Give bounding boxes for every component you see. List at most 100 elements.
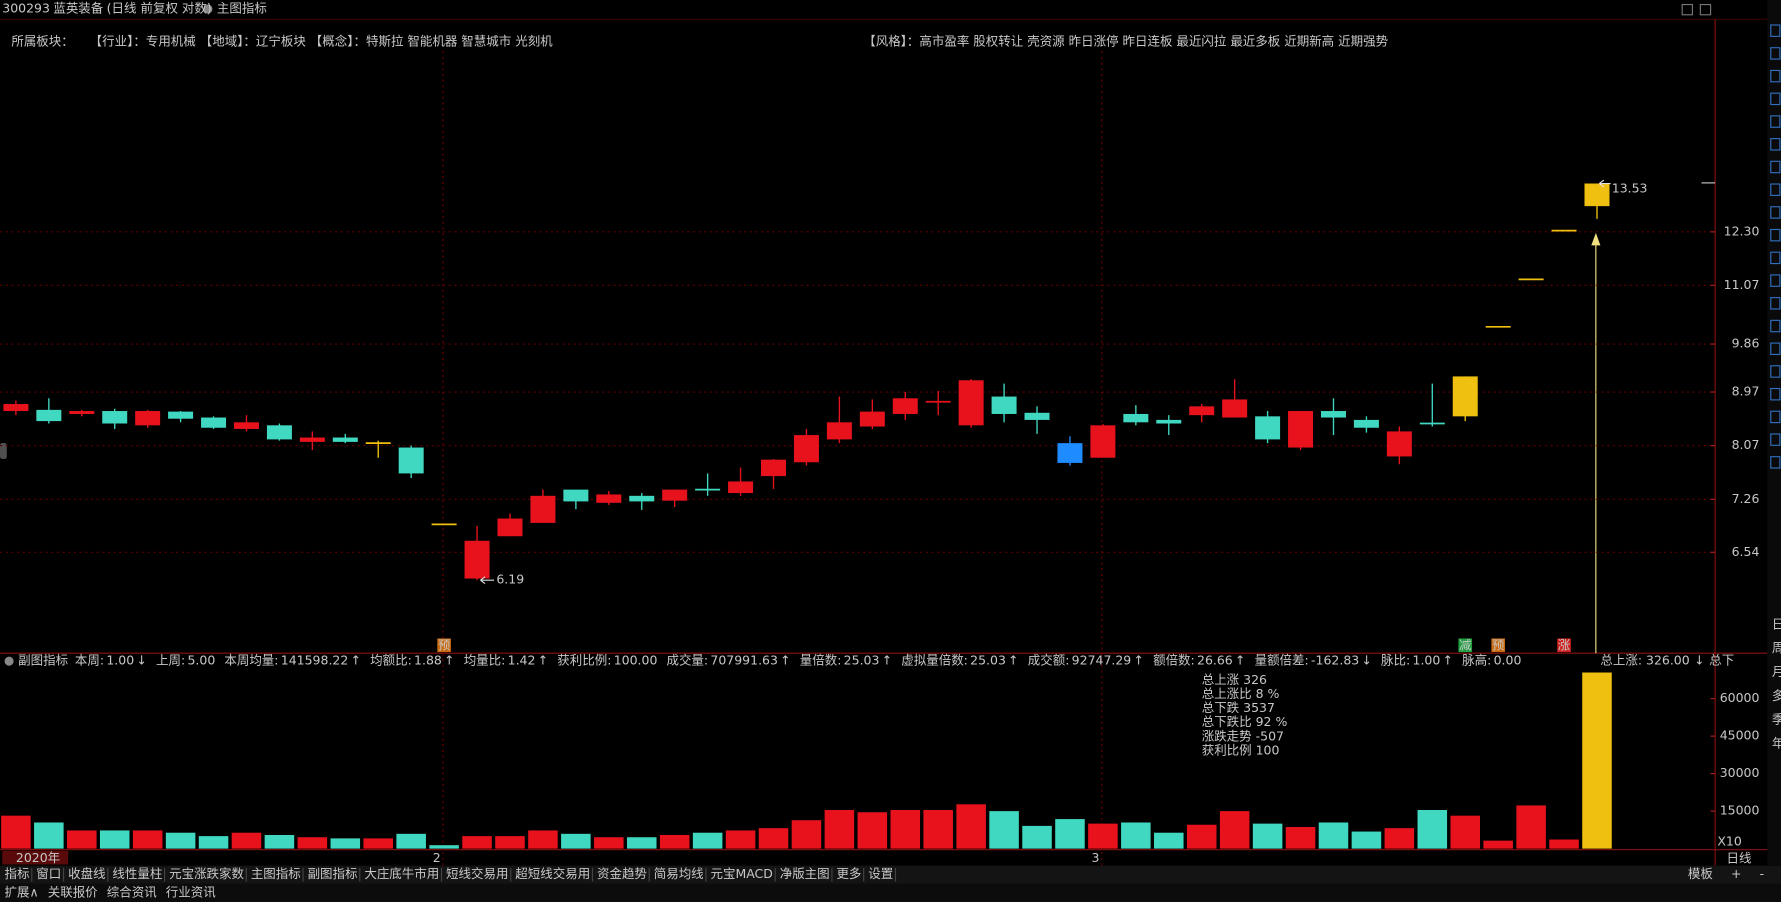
side-icon[interactable] — [1770, 274, 1781, 287]
volume-bar — [1582, 672, 1612, 849]
metric-arrow: ↑ — [1235, 653, 1245, 668]
toolbar-tab[interactable]: 净版主图 — [780, 866, 830, 881]
toolbar-right-button[interactable]: 模板 — [1688, 866, 1713, 881]
signal-badge — [1557, 638, 1571, 653]
volume-bar — [1219, 811, 1250, 849]
candle-body — [1090, 425, 1116, 458]
toolbar-tab[interactable]: 线性量柱 — [112, 866, 162, 881]
toolbar-tab[interactable]: 元宝MACD — [710, 866, 772, 881]
window-button[interactable] — [1699, 3, 1712, 16]
volume-bar — [1450, 815, 1481, 849]
candle-body — [69, 411, 95, 414]
side-icon[interactable] — [1770, 47, 1781, 60]
metric-label: 额倍数: — [1153, 653, 1195, 668]
side-icon[interactable] — [1770, 342, 1781, 356]
subbar-tab[interactable]: 行业资讯 — [166, 884, 216, 899]
side-icon[interactable] — [1770, 319, 1781, 333]
side-period[interactable]: 周 — [1772, 640, 1781, 655]
side-icon[interactable] — [1770, 251, 1781, 265]
volume-bar — [165, 832, 196, 849]
candle-body — [1255, 416, 1281, 440]
toolbar-tab[interactable]: 指标 — [5, 866, 30, 881]
toolbar-right-button[interactable]: - — [1760, 866, 1765, 881]
side-icon[interactable] — [1770, 24, 1781, 37]
side-icon[interactable] — [1770, 206, 1781, 219]
side-icon[interactable] — [1770, 183, 1781, 196]
toolbar-tab[interactable]: 收盘线 — [68, 866, 106, 881]
toolbar-tab[interactable]: 更多 — [836, 866, 861, 881]
metric-value: 707991.63 — [710, 653, 778, 668]
side-icon[interactable] — [1770, 410, 1781, 424]
side-icon[interactable] — [1770, 115, 1781, 128]
metric-label: 均额比: — [370, 653, 412, 668]
toolbar-tab[interactable]: 元宝涨跌家数 — [169, 866, 244, 881]
low-label: 6.19 — [496, 572, 524, 587]
y-tick-label: 12.30 — [1724, 223, 1760, 238]
signal-text: 减 — [1459, 637, 1472, 652]
side-icon[interactable] — [1770, 92, 1781, 106]
toolbar-tab[interactable]: 简易均线 — [654, 866, 704, 881]
stock-code: 300293 — [2, 1, 50, 16]
toolbar-right-button[interactable]: + — [1731, 866, 1741, 881]
volume-bar — [1351, 831, 1382, 849]
indicator-name[interactable]: 主图指标 — [217, 1, 267, 16]
metric-arrow: ↑ — [780, 653, 790, 668]
candle-body — [1320, 411, 1346, 418]
collapse-handle[interactable] — [0, 443, 7, 459]
subbar-tab[interactable]: 关联报价 — [48, 884, 98, 899]
metric-value: -162.83 — [1311, 653, 1359, 668]
candle-body — [1156, 419, 1182, 424]
subbar-tab[interactable]: 综合资讯 — [107, 884, 157, 899]
toolbar-tab[interactable]: 窗口 — [36, 866, 61, 881]
side-period[interactable]: 日 — [1772, 616, 1781, 631]
dropdown-icon[interactable] — [203, 4, 213, 14]
volume-bar — [264, 834, 295, 849]
summary-text: 总上涨: 326.00 — [1600, 653, 1689, 668]
toolbar-tab[interactable]: 设置 — [868, 866, 893, 881]
candle-body — [1452, 376, 1478, 417]
toolbar-tab[interactable]: 副图指标 — [308, 866, 358, 881]
side-icon[interactable] — [1770, 365, 1781, 378]
style-tags: 【风格】：高市盈率 股权转让 壳资源 昨日涨停 昨日连板 最近闪拉 最近多板 近… — [863, 34, 1388, 49]
stat-line: 总下跌 3537 — [1202, 700, 1275, 715]
y-tick-label: 60000 — [1720, 690, 1760, 705]
side-period[interactable]: 年 — [1772, 736, 1781, 751]
side-icon[interactable] — [1770, 228, 1781, 242]
side-period[interactable]: 月 — [1772, 664, 1781, 679]
candle-body — [793, 435, 819, 463]
toolbar-tab[interactable]: 短线交易用 — [446, 866, 508, 881]
toolbar-tab[interactable]: 大庄底牛市用 — [364, 866, 439, 881]
volume-bar — [989, 811, 1019, 849]
candle-body — [266, 425, 292, 440]
toolbar-tab[interactable]: 资金趋势 — [597, 866, 647, 881]
side-icon[interactable] — [1770, 138, 1781, 151]
stat-line: 总上涨比 8 % — [1202, 686, 1280, 701]
candle-body — [826, 422, 852, 440]
volume-bar — [824, 809, 855, 849]
candle-body — [299, 437, 325, 442]
side-icon[interactable] — [1770, 456, 1781, 469]
metric-value: 100.00 — [614, 653, 658, 668]
volume-bar — [890, 809, 921, 849]
candle-body — [3, 404, 29, 412]
volume-bar — [99, 830, 130, 849]
dropdown-icon[interactable] — [4, 656, 14, 666]
side-icon[interactable] — [1770, 387, 1781, 401]
toolbar-tab[interactable]: 主图指标 — [251, 866, 301, 881]
stat-line: 总下跌比 92 % — [1202, 714, 1288, 729]
side-period[interactable]: 季 — [1772, 712, 1781, 727]
y-tick-label: 11.07 — [1724, 277, 1760, 292]
volume-bar — [857, 812, 888, 849]
metric-value: 141598.22 — [281, 653, 349, 668]
window-button[interactable] — [1681, 3, 1693, 16]
volume-bar — [561, 833, 591, 849]
side-icon[interactable] — [1770, 69, 1781, 83]
side-icon[interactable] — [1770, 160, 1781, 174]
side-period[interactable]: 多 — [1772, 688, 1781, 703]
side-icon[interactable] — [1770, 297, 1781, 310]
volume-bar — [462, 836, 492, 849]
side-icon[interactable] — [1770, 433, 1781, 446]
subbar-tab[interactable]: 扩展∧ — [5, 884, 39, 899]
toolbar-tab[interactable]: 超短线交易用 — [515, 866, 590, 881]
